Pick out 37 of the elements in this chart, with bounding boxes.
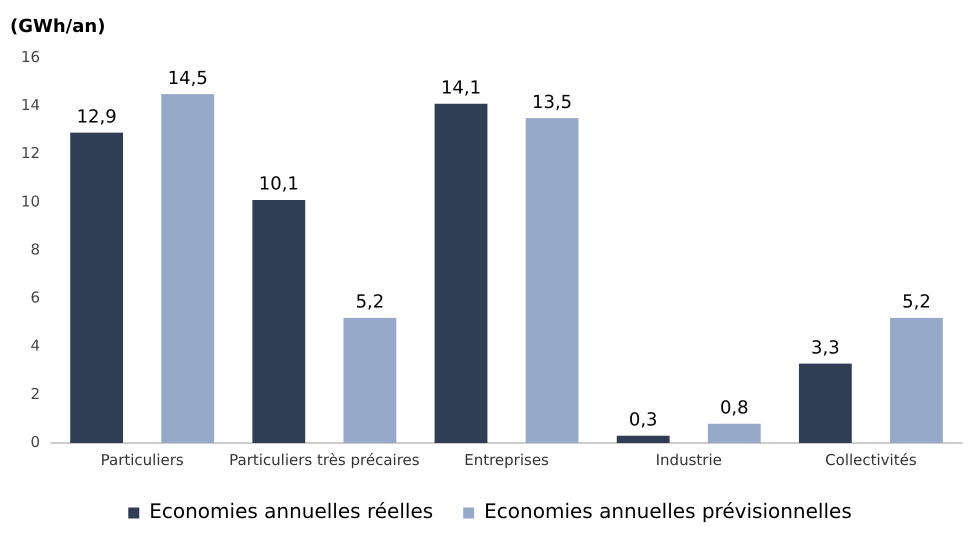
data-label: 13,5 xyxy=(532,92,572,113)
data-label: 3,3 xyxy=(811,337,840,358)
data-label: 5,2 xyxy=(902,292,931,313)
x-tick-label: Industrie xyxy=(656,450,722,469)
y-tick-label: 12 xyxy=(20,144,40,162)
data-label: 5,2 xyxy=(356,292,384,313)
x-tick-label: Particuliers très précaires xyxy=(229,450,420,469)
data-label: 0,3 xyxy=(628,409,658,430)
bar xyxy=(890,318,943,443)
data-label: 0,8 xyxy=(720,397,749,418)
data-label: 14,5 xyxy=(168,68,208,89)
bar xyxy=(252,200,306,443)
y-tick-label: 10 xyxy=(20,192,40,210)
data-label: 12,9 xyxy=(76,106,117,128)
y-tick-label: 4 xyxy=(30,336,40,355)
y-tick-label: 16 xyxy=(20,48,40,66)
bar xyxy=(161,94,214,443)
x-tick-label: Entreprises xyxy=(464,450,550,469)
data-label: 10,1 xyxy=(258,174,299,195)
bar xyxy=(526,118,579,443)
bar xyxy=(708,424,761,443)
y-tick-label: 8 xyxy=(30,240,40,258)
y-tick-label: 14 xyxy=(20,96,40,114)
bar xyxy=(616,436,670,443)
bar xyxy=(434,104,488,443)
x-tick-label: Collectivités xyxy=(825,450,917,469)
y-axis-title: (GWh/an) xyxy=(10,16,106,37)
y-tick-label: 2 xyxy=(30,384,40,403)
bar xyxy=(343,318,396,443)
y-tick-label: 0 xyxy=(30,432,40,451)
bar xyxy=(798,364,852,443)
y-tick-label: 6 xyxy=(30,288,40,307)
data-label: 14,1 xyxy=(440,77,482,98)
bar xyxy=(70,132,124,443)
legend-label: Economies annuelles réelles xyxy=(149,499,434,524)
x-tick-label: Particuliers xyxy=(100,450,184,469)
legend-label: Economies annuelles prévisionnelles xyxy=(484,499,852,524)
